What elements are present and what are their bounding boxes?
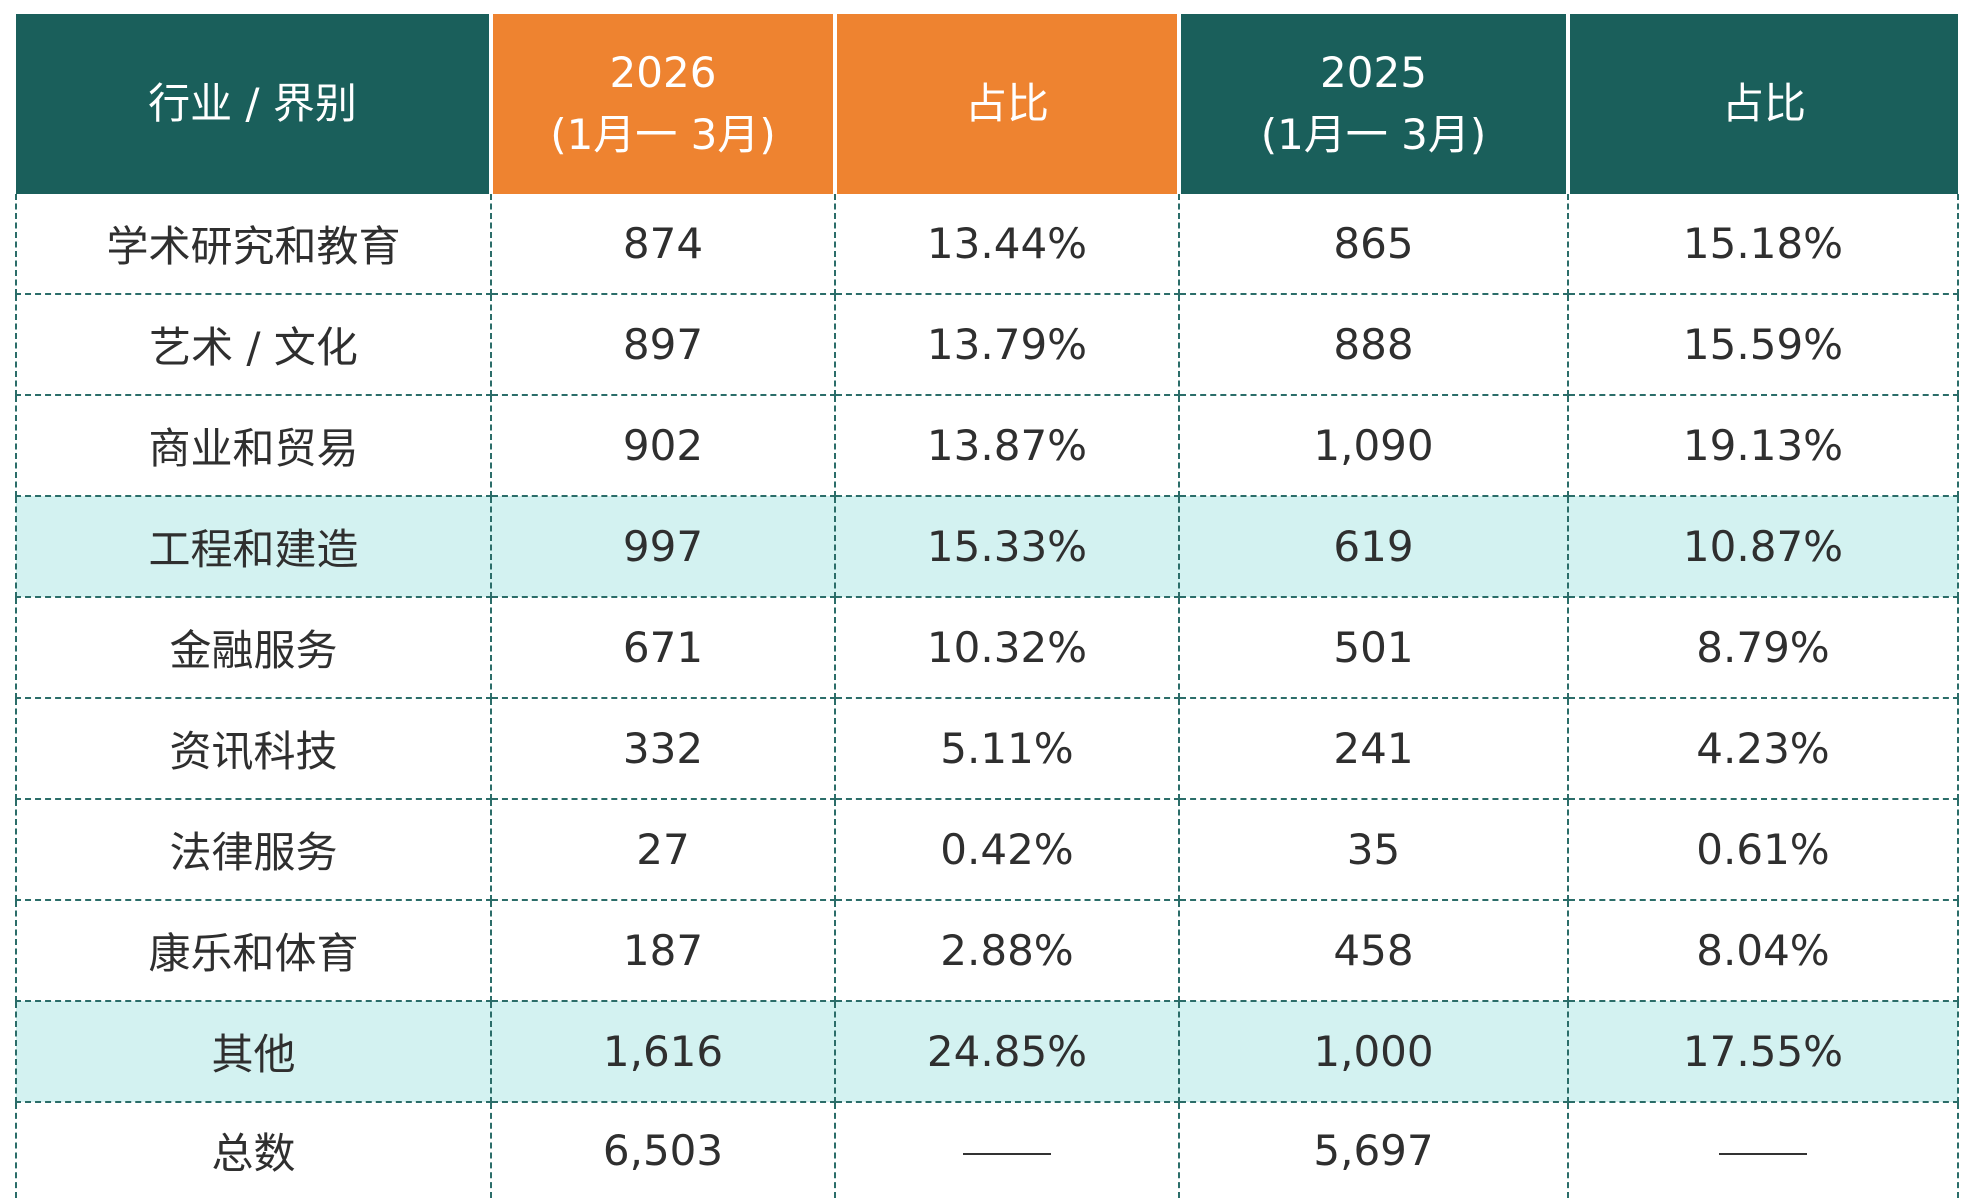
share-2026-cell: 13.79%: [834, 293, 1180, 396]
count-2026-cell: 1,616: [490, 1000, 836, 1103]
share-2025-cell: 8.04%: [1567, 899, 1959, 1002]
share-2025-cell: 17.55%: [1567, 1000, 1959, 1103]
share-2026-cell: 24.85%: [834, 1000, 1180, 1103]
count-2026-cell: 332: [490, 697, 836, 800]
header-year-2025: 2025 (1月一 3月): [1179, 14, 1570, 194]
share-2025-cell: 0.61%: [1567, 798, 1959, 901]
table-row: 商业和贸易 902 13.87% 1,090 19.13%: [15, 394, 1959, 497]
category-cell: 资讯科技: [15, 697, 492, 800]
category-cell: 其他: [15, 1000, 492, 1103]
header-share-2025-label: 占比: [1721, 79, 1806, 128]
header-share-2025: 占比: [1568, 14, 1958, 194]
category-cell: 法律服务: [15, 798, 492, 901]
share-2025-cell: 19.13%: [1567, 394, 1959, 497]
total-row: 总数 6,503 5,697: [15, 1101, 1959, 1198]
header-share-2026: 占比: [835, 14, 1181, 194]
statistics-table: 行业 / 界别 2026 (1月一 3月) 占比 2025 (1月一 3月) 占…: [15, 14, 1959, 1198]
count-2025-cell: 865: [1178, 194, 1569, 295]
share-2026-cell: 5.11%: [834, 697, 1180, 800]
count-2025-cell: 458: [1178, 899, 1569, 1002]
table-row-highlighted: 工程和建造 997 15.33% 619 10.87%: [15, 495, 1959, 598]
total-count-2025-cell: 5,697: [1178, 1101, 1569, 1198]
table-row: 艺术 / 文化 897 13.79% 888 15.59%: [15, 293, 1959, 396]
header-year-2026: 2026 (1月一 3月): [491, 14, 837, 194]
share-2025-cell: 8.79%: [1567, 596, 1959, 699]
count-2026-cell: 997: [490, 495, 836, 598]
header-year-2025-label: 2025: [1320, 48, 1427, 97]
category-cell: 工程和建造: [15, 495, 492, 598]
share-2026-cell: 0.42%: [834, 798, 1180, 901]
not-applicable-dash: [1719, 1152, 1807, 1155]
header-row: 行业 / 界别 2026 (1月一 3月) 占比 2025 (1月一 3月) 占…: [16, 14, 1958, 194]
header-category: 行业 / 界别: [16, 14, 493, 194]
table-row: 康乐和体育 187 2.88% 458 8.04%: [15, 899, 1959, 1002]
category-cell: 商业和贸易: [15, 394, 492, 497]
total-share-2025-cell: [1567, 1101, 1959, 1198]
count-2025-cell: 1,090: [1178, 394, 1569, 497]
category-cell: 康乐和体育: [15, 899, 492, 1002]
count-2026-cell: 187: [490, 899, 836, 1002]
category-cell: 学术研究和教育: [15, 194, 492, 295]
total-count-2026-cell: 6,503: [490, 1101, 836, 1198]
table-row: 金融服务 671 10.32% 501 8.79%: [15, 596, 1959, 699]
header-year-2025-period: (1月一 3月): [1260, 110, 1487, 159]
share-2026-cell: 10.32%: [834, 596, 1180, 699]
total-share-2026-cell: [834, 1101, 1180, 1198]
table-row: 资讯科技 332 5.11% 241 4.23%: [15, 697, 1959, 800]
table-row-highlighted: 其他 1,616 24.85% 1,000 17.55%: [15, 1000, 1959, 1103]
count-2026-cell: 902: [490, 394, 836, 497]
count-2025-cell: 1,000: [1178, 1000, 1569, 1103]
share-2026-cell: 13.44%: [834, 194, 1180, 295]
count-2025-cell: 888: [1178, 293, 1569, 396]
total-label-cell: 总数: [15, 1101, 492, 1198]
count-2026-cell: 874: [490, 194, 836, 295]
category-cell: 金融服务: [15, 596, 492, 699]
header-year-2026-period: (1月一 3月): [550, 110, 776, 159]
count-2025-cell: 35: [1178, 798, 1569, 901]
header-share-2026-label: 占比: [964, 79, 1049, 128]
table-row: 法律服务 27 0.42% 35 0.61%: [15, 798, 1959, 901]
count-2026-cell: 27: [490, 798, 836, 901]
not-applicable-dash: [963, 1152, 1051, 1155]
count-2026-cell: 897: [490, 293, 836, 396]
count-2025-cell: 241: [1178, 697, 1569, 800]
header-category-label: 行业 / 界别: [148, 79, 357, 128]
share-2025-cell: 15.59%: [1567, 293, 1959, 396]
share-2026-cell: 13.87%: [834, 394, 1180, 497]
count-2026-cell: 671: [490, 596, 836, 699]
share-2025-cell: 15.18%: [1567, 194, 1959, 295]
header-year-2026-label: 2026: [609, 48, 717, 97]
share-2025-cell: 4.23%: [1567, 697, 1959, 800]
share-2026-cell: 2.88%: [834, 899, 1180, 1002]
count-2025-cell: 619: [1178, 495, 1569, 598]
category-cell: 艺术 / 文化: [15, 293, 492, 396]
table-row: 学术研究和教育 874 13.44% 865 15.18%: [15, 194, 1959, 295]
share-2025-cell: 10.87%: [1567, 495, 1959, 598]
share-2026-cell: 15.33%: [834, 495, 1180, 598]
count-2025-cell: 501: [1178, 596, 1569, 699]
statistics-table-container: 行业 / 界别 2026 (1月一 3月) 占比 2025 (1月一 3月) 占…: [15, 14, 1959, 1198]
